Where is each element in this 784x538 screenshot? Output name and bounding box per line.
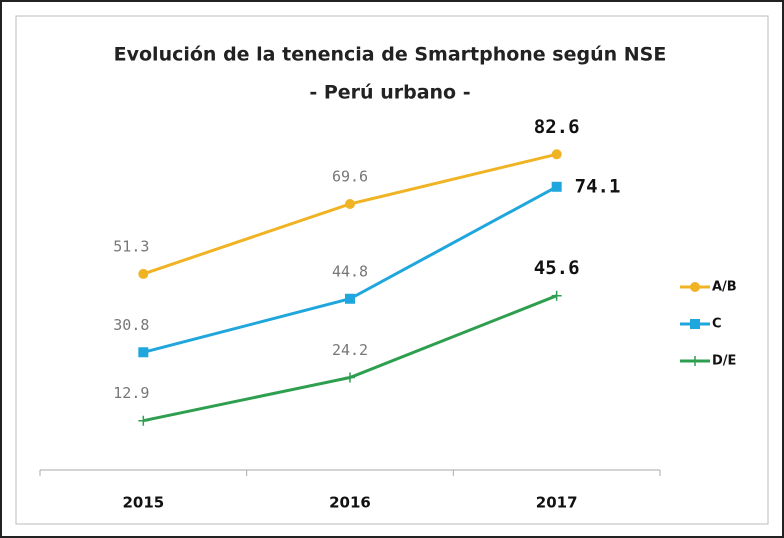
data-label: 51.3 [113,237,149,255]
chart-subtitle: - Perú urbano - [309,82,470,104]
point-marker [138,268,149,279]
point-marker [551,149,562,160]
point-marker [345,372,355,383]
data-label: 74.1 [575,175,621,197]
data-label: 30.8 [113,316,149,334]
legend-marker [690,319,700,329]
legend-label: C [712,317,722,332]
x-tick-label: 2017 [536,494,578,512]
point-marker [345,198,355,209]
legend-marker [690,356,700,366]
point-marker [138,415,149,426]
data-label: 82.6 [534,116,580,138]
chart-title: Evolución de la tenencia de Smartphone s… [114,44,667,66]
point-marker [551,181,562,192]
x-tick-label: 2015 [122,494,164,512]
data-label: 12.9 [113,384,149,402]
point-marker [551,290,562,301]
data-label: 69.6 [332,167,368,185]
data-label: 44.8 [332,262,368,280]
legend-marker [690,282,700,292]
point-marker [138,347,149,358]
data-label: 24.2 [332,341,368,359]
data-label: 45.6 [534,257,580,279]
legend-label: D/E [712,354,736,369]
legend-label: A/B [712,280,737,295]
x-tick-label: 2016 [329,494,371,512]
point-marker [345,293,355,304]
